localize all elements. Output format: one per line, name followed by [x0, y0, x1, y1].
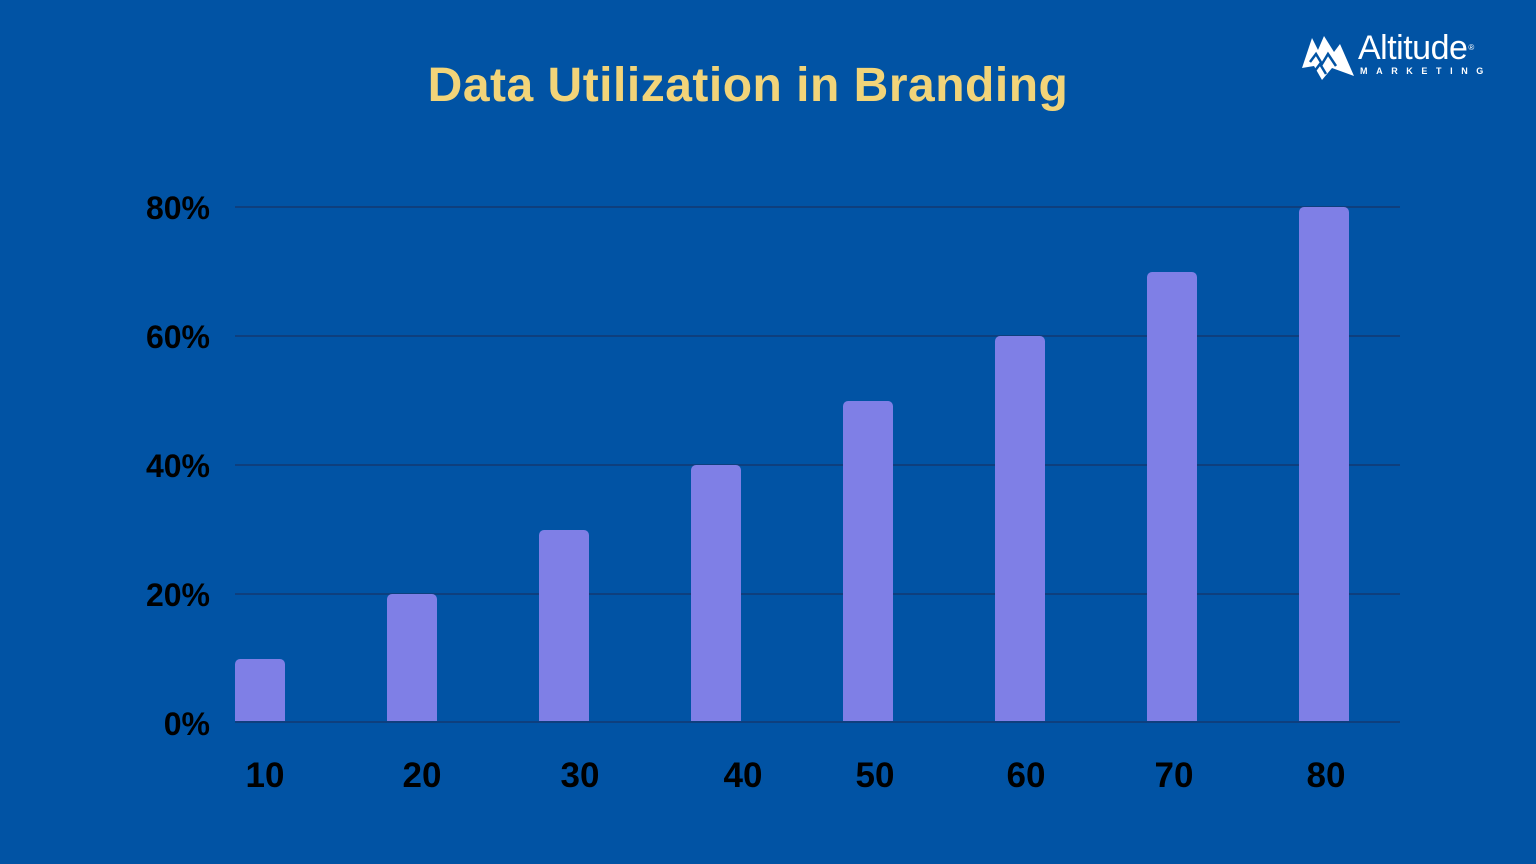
bar-50: [843, 401, 893, 723]
logo-subtitle: MARKETING: [1360, 66, 1492, 76]
x-tick-label: 10: [245, 756, 285, 795]
chart-title: Data Utilization in Branding: [427, 59, 1069, 112]
bar-40: [691, 465, 741, 723]
x-tick-label: 20: [402, 756, 442, 795]
x-tick-label: 50: [855, 756, 895, 795]
y-tick-label: 80%: [145, 190, 210, 226]
bar-60: [995, 336, 1045, 723]
bar-20: [387, 594, 437, 723]
x-tick-label: 30: [560, 756, 600, 795]
y-tick-label: 40%: [145, 448, 210, 484]
y-tick-label: 20%: [145, 577, 210, 613]
gridline-40: [235, 464, 1400, 466]
gridline-20: [235, 593, 1400, 595]
x-tick-label: 40: [723, 756, 763, 795]
x-axis-line: [235, 721, 1400, 723]
x-tick-label: 60: [1006, 756, 1046, 795]
bar-10: [235, 659, 285, 723]
gridline-60: [235, 335, 1400, 337]
bar-70: [1147, 272, 1197, 723]
altitude-marketing-logo: Altitude® MARKETING: [1300, 30, 1500, 80]
x-tick-label: 70: [1154, 756, 1194, 795]
y-tick-label: 60%: [145, 319, 210, 355]
bar-30: [539, 530, 589, 723]
mountain-peaks-icon: [1302, 36, 1354, 80]
y-tick-label: 0%: [163, 706, 210, 742]
logo-wordmark: Altitude®: [1358, 29, 1474, 67]
x-tick-label: 80: [1306, 756, 1346, 795]
gridline-80: [235, 206, 1400, 208]
bar-80: [1299, 207, 1349, 723]
